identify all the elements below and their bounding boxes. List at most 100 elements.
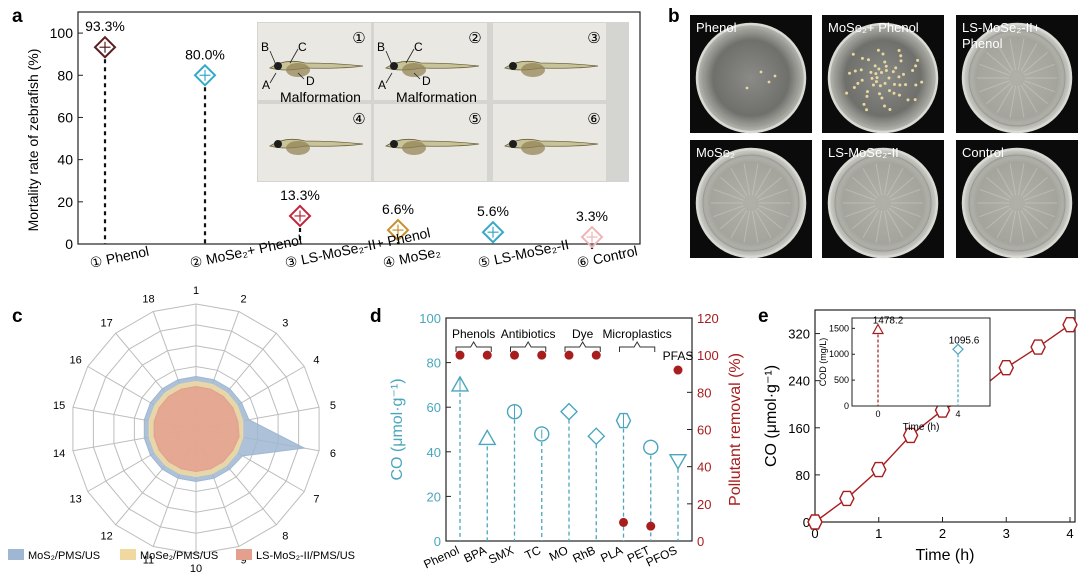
- e-inset-xlabel: Time (h): [903, 422, 940, 433]
- c-spoke-label: 18: [142, 293, 154, 305]
- a-point: [481, 220, 505, 244]
- e-xtick-label: 4: [1066, 526, 1073, 541]
- a-point-shape: [288, 204, 312, 228]
- d-xlabel: TC: [523, 543, 544, 563]
- b-colony: [887, 76, 891, 80]
- b-colony: [860, 56, 864, 60]
- b-texture: [1022, 176, 1048, 199]
- panel-label-e: e: [758, 306, 769, 327]
- b-colony: [883, 104, 887, 108]
- b-texture: [862, 168, 880, 197]
- a-yaxis: 0 20 40 60 80 100: [50, 25, 83, 252]
- b-texture: [996, 43, 1014, 72]
- d-group-bracket: [455, 341, 492, 352]
- a-fish-yolk: [286, 141, 310, 155]
- c-spoke-label: 13: [69, 494, 81, 506]
- c-spoke-label: 15: [53, 400, 65, 412]
- b-colony: [871, 83, 875, 87]
- b-lawn: [705, 157, 797, 249]
- b-colony: [898, 83, 902, 87]
- b-colony: [851, 52, 855, 56]
- e-chart: 0 1 2 3 4 0 80 160 240 320 Time (h) CO (μmol·g⁻¹) 0 5…: [763, 309, 1078, 564]
- c-spoke-label: 10: [190, 563, 202, 572]
- d-group-bracket: [510, 341, 547, 352]
- b-dish-rim: [834, 29, 932, 127]
- e-ytick-label: 80: [796, 468, 810, 483]
- b-colony: [902, 72, 906, 76]
- b-colony: [874, 80, 878, 84]
- d-removal-point: [537, 350, 547, 360]
- d-ytick-left-label: 40: [427, 445, 441, 460]
- d-ytick-right-label: 80: [697, 385, 711, 400]
- c-spoke-label: 7: [313, 494, 319, 506]
- b-texture: [1024, 205, 1055, 218]
- b-colony: [878, 92, 882, 96]
- b-colony: [865, 94, 869, 98]
- a-marker-c: C: [298, 40, 307, 54]
- d-group-bracket: [564, 341, 601, 352]
- b-colony: [759, 70, 763, 74]
- b-colony: [883, 81, 887, 85]
- b-colony: [845, 91, 849, 95]
- b-texture: [852, 176, 878, 199]
- a-fish-eye: [509, 140, 517, 148]
- b-colony: [899, 54, 903, 58]
- b-texture: [1022, 51, 1048, 74]
- b-texture: [986, 176, 1012, 199]
- a-point: [580, 225, 604, 249]
- b-texture: [754, 209, 772, 238]
- b-texture: [713, 188, 744, 201]
- a-ytick-label: 20: [57, 194, 73, 210]
- c-spoke-label: 17: [101, 318, 113, 330]
- e-frame: [814, 309, 1076, 523]
- a-xlabel: ⑥ Control: [575, 242, 639, 270]
- b-texture: [883, 163, 891, 196]
- e-xtick-label: 3: [1003, 526, 1010, 541]
- b-texture: [1020, 43, 1038, 72]
- b-lawn: [971, 157, 1063, 249]
- a-marker-d: D: [422, 74, 431, 88]
- b-colony: [856, 81, 860, 85]
- a-point: [288, 204, 312, 228]
- e-inset-value-label: 1095.6: [949, 335, 980, 346]
- b-texture: [888, 176, 914, 199]
- e-point: [870, 461, 887, 478]
- b-dish-label: Phenol: [962, 36, 1003, 51]
- b-colony: [899, 59, 903, 63]
- b-texture: [1024, 80, 1055, 93]
- b-colony: [866, 58, 870, 62]
- b-texture: [979, 188, 1010, 201]
- a-pointer: [269, 50, 277, 66]
- b-colony: [888, 89, 892, 93]
- a-fish-yolk: [402, 63, 426, 77]
- b-texture: [996, 84, 1014, 113]
- a-ytick-label: 0: [65, 236, 73, 252]
- b-texture: [996, 168, 1014, 197]
- b-colony: [848, 71, 852, 75]
- b-texture: [743, 163, 751, 196]
- b-colony: [897, 75, 901, 79]
- e-ytick-label: 160: [788, 421, 810, 436]
- d-removal-point: [673, 365, 683, 375]
- d-removal-point: [591, 350, 601, 360]
- e-point: [807, 514, 823, 530]
- e-xlabel: Time (h): [916, 547, 975, 564]
- a-value-label: 6.6%: [382, 201, 414, 217]
- b-colony: [878, 84, 882, 88]
- b-dish: [695, 22, 807, 134]
- b-texture: [979, 80, 1010, 93]
- c-spoke-label: 5: [330, 400, 336, 412]
- e-point: [1062, 317, 1078, 333]
- d-ytick-right-label: 20: [697, 497, 711, 512]
- b-colony: [860, 78, 864, 82]
- e-ytick-label: 0: [803, 515, 810, 530]
- c-legend-label: LS-MoS₂-II/PMS/US: [256, 550, 355, 562]
- b-texture: [720, 207, 746, 230]
- a-point-shape: [386, 218, 410, 242]
- b-colony: [876, 48, 880, 52]
- a-point: [386, 218, 410, 242]
- b-texture: [845, 188, 876, 201]
- e-point: [1030, 339, 1046, 355]
- a-marker-a: A: [378, 78, 386, 92]
